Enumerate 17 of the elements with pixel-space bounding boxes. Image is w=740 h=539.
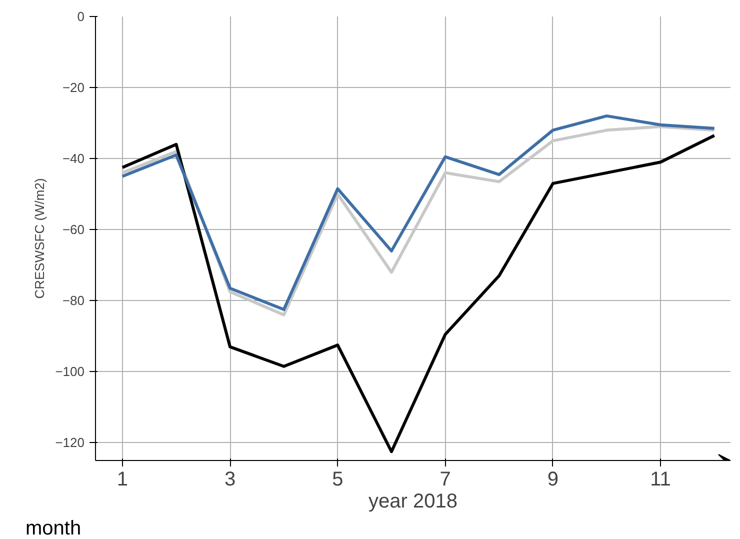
y-tick-label: 0 (77, 9, 85, 24)
x-tick-label: 9 (547, 468, 558, 490)
y-tick-label: −120 (55, 435, 85, 450)
x-tick-label: 5 (332, 468, 344, 490)
y-axis-title: CRESWSFC (W/m2) (32, 178, 48, 299)
line-series (120, 134, 716, 454)
x-axis-title: year 2018 (368, 490, 458, 512)
y-tick-label: −100 (55, 364, 85, 380)
x-tick-label: 1 (116, 468, 128, 490)
text: month (26, 518, 82, 539)
y-tick-label: −60 (62, 222, 85, 238)
x-tick-label: 7 (440, 468, 451, 490)
x-tick-label: 3 (224, 468, 236, 490)
y-tick-label: −40 (62, 151, 85, 166)
y-tick-label: −20 (62, 80, 85, 96)
y-tick-label: −80 (62, 293, 85, 308)
x-tick-label: 11 (650, 468, 671, 490)
